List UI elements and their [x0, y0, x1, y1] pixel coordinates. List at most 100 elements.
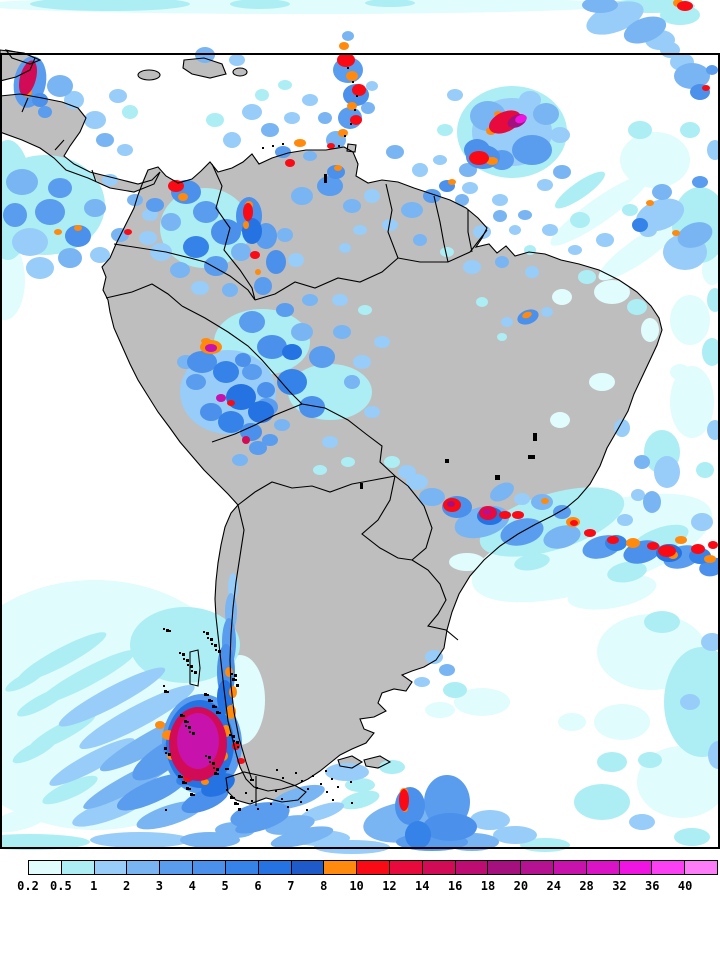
precip-cell: [366, 81, 378, 91]
precip-cell: [350, 115, 362, 125]
precip-cell: [691, 513, 713, 531]
legend-tick-label: 3: [155, 879, 164, 893]
legend-segment: [357, 861, 390, 874]
precip-cell: [177, 713, 219, 769]
fjord-speck: [204, 693, 207, 696]
precip-cell: [420, 0, 540, 11]
precip-cell: [541, 498, 549, 504]
precip-cell: [322, 436, 338, 448]
fjord-speck: [207, 694, 209, 696]
precip-cell: [674, 63, 710, 89]
precip-cell: [501, 317, 513, 327]
precip-cell: [32, 93, 48, 107]
precip-cell: [284, 112, 300, 124]
precip-cell: [533, 103, 559, 125]
precip-cell: [492, 194, 508, 206]
precip-cell: [361, 102, 375, 114]
precip-cell: [550, 127, 570, 143]
precip-cell: [26, 257, 54, 279]
fjord-speck: [234, 674, 237, 677]
precip-cell: [707, 420, 720, 440]
precipitation-shading-layer: [0, 0, 720, 854]
fjord-speck: [217, 773, 219, 775]
precip-cell: [493, 826, 537, 844]
precip-cell: [499, 511, 511, 519]
precip-cell: [42, 775, 98, 805]
precip-cell: [90, 247, 110, 263]
fjord-speck: [237, 746, 239, 748]
precip-cell: [707, 140, 720, 160]
precip-cell: [708, 741, 720, 769]
legend-segment: [586, 861, 620, 874]
precip-cell: [628, 121, 652, 139]
precip-cell: [443, 682, 467, 698]
precip-cell: [187, 351, 217, 373]
precip-cell: [617, 514, 633, 526]
legend-tick-label: 14: [415, 879, 430, 893]
fjord-speck: [216, 768, 219, 771]
precip-cell: [519, 91, 541, 109]
precip-cell: [644, 611, 680, 633]
fjord-speck: [270, 803, 272, 805]
fjord-speck: [301, 780, 303, 782]
legend-segment: [554, 861, 587, 874]
fjord-speck: [276, 769, 278, 771]
precip-cell: [255, 269, 261, 275]
fjord-speck: [230, 796, 233, 799]
precip-cell: [425, 702, 455, 718]
precip-cell: [395, 787, 425, 825]
precip-cell: [634, 455, 650, 469]
legend-segment: [488, 861, 522, 874]
precip-cell: [213, 361, 239, 383]
fjord-speck: [208, 756, 211, 759]
precip-cell: [696, 462, 714, 478]
precip-cell: [567, 574, 657, 610]
precip-cell: [570, 520, 578, 526]
precip-cell: [646, 200, 654, 206]
precip-cell: [235, 353, 251, 367]
precip-cell: [65, 225, 91, 247]
precip-cell: [96, 133, 114, 147]
fjord-speck: [332, 799, 334, 801]
fjord-speck: [178, 775, 181, 778]
precip-cell: [654, 456, 680, 488]
precip-cell: [160, 188, 250, 268]
precip-cell: [342, 31, 354, 41]
fjord-speck: [211, 643, 213, 645]
legend-tick-label: 10: [349, 879, 364, 893]
fjord-speck: [189, 788, 191, 790]
precip-cell: [542, 224, 558, 236]
precip-cell: [30, 0, 190, 11]
precip-cell: [490, 482, 514, 502]
precip-cell: [455, 194, 469, 206]
precip-cell: [271, 784, 325, 810]
precip-cell: [670, 364, 690, 380]
coastline-border-layer: [0, 49, 663, 806]
precip-cell: [0, 834, 90, 850]
precip-cell: [227, 400, 235, 406]
precip-cell: [223, 132, 241, 148]
precip-cell: [364, 189, 380, 203]
precip-cell: [405, 821, 431, 849]
precip-cell: [648, 219, 662, 231]
legend-tick-label: 8: [320, 879, 328, 893]
precip-cell: [277, 228, 293, 242]
precip-cell: [462, 182, 478, 194]
precip-cell: [607, 536, 619, 544]
legend-tick-label: 5: [221, 879, 229, 893]
precip-cell: [660, 42, 680, 58]
precip-cell: [275, 146, 291, 158]
precip-cell: [423, 813, 477, 841]
precip-cell: [670, 366, 714, 438]
precip-cell: [401, 202, 423, 218]
precip-cell: [248, 401, 274, 423]
precip-cell: [170, 262, 190, 278]
fjord-speck: [216, 711, 219, 714]
fjord-speck: [191, 670, 193, 672]
fjord-speck: [295, 772, 297, 774]
precip-cell: [459, 163, 477, 177]
fjord-speck: [190, 665, 193, 668]
precip-cell: [205, 344, 217, 352]
precip-cell: [658, 545, 676, 557]
precip-cell: [677, 222, 713, 248]
